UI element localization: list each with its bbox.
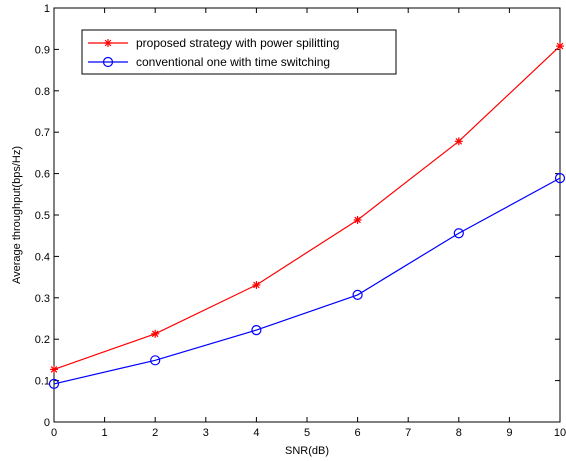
data-point — [151, 329, 160, 338]
series-layer — [48, 42, 566, 390]
data-point — [353, 215, 362, 224]
series-2 — [48, 173, 566, 390]
y-tick-label: 0.3 — [35, 293, 50, 305]
series-1 — [50, 42, 564, 374]
x-tick-label: 2 — [152, 427, 158, 439]
data-point — [453, 228, 464, 239]
y-axis-label: Average throughput(bps/Hz) — [11, 146, 23, 284]
y-tick-label: 0.9 — [35, 44, 50, 56]
data-point — [556, 42, 564, 51]
y-tick-label: 0.7 — [35, 127, 50, 139]
legend: proposed strategy with power spilitting c… — [81, 29, 397, 75]
y-tick-label: 0.4 — [35, 251, 50, 263]
y-tick-label: 0.2 — [35, 334, 50, 346]
series-line — [53, 177, 561, 385]
x-axis-label: SNR(dB) — [285, 445, 329, 457]
x-tick-label: 5 — [304, 427, 310, 439]
x-tick-label: 6 — [355, 427, 361, 439]
y-tick-label: 1 — [44, 3, 50, 15]
y-tick-label: 0.8 — [35, 86, 50, 98]
legend-box — [81, 29, 397, 75]
x-tick-label: 9 — [506, 427, 512, 439]
data-point — [50, 365, 58, 374]
data-point — [454, 137, 463, 146]
x-tick-label: 1 — [102, 427, 108, 439]
data-point — [48, 378, 60, 390]
legend-entry-1: proposed strategy with power spilitting — [88, 36, 339, 50]
data-point — [150, 355, 161, 366]
series-line — [53, 45, 561, 370]
y-tick-label: 0.6 — [35, 169, 50, 181]
plot-area — [53, 7, 561, 423]
x-tick-label: 7 — [405, 427, 411, 439]
legend-marker — [104, 39, 112, 47]
x-tick-label: 0 — [51, 427, 57, 439]
data-point — [252, 280, 261, 289]
data-point — [554, 173, 566, 184]
legend-label: conventional one with time switching — [136, 55, 330, 69]
y-tick-label: 0.1 — [35, 376, 50, 388]
data-point — [352, 289, 363, 301]
x-tick-label: 10 — [554, 427, 566, 439]
data-point — [251, 324, 262, 336]
x-tick-label: 4 — [253, 427, 259, 439]
legend-marker — [102, 56, 114, 68]
legend-label: proposed strategy with power spilitting — [136, 36, 339, 50]
y-tick-label: 0.5 — [35, 210, 50, 222]
y-tick-label: 0 — [44, 417, 50, 429]
x-tick-label: 3 — [203, 427, 209, 439]
ticks-layer: 0 1 2 3 4 5 6 7 8 9 10 0 0.1 0.2 0.3 0.4 0.5 0.6 0.7 0.8 0.9… — [35, 3, 566, 439]
legend-entry-2: conventional one with time switching — [88, 55, 330, 69]
legend-items: proposed strategy with power spilitting c… — [88, 36, 339, 69]
x-tick-label: 8 — [456, 427, 462, 439]
